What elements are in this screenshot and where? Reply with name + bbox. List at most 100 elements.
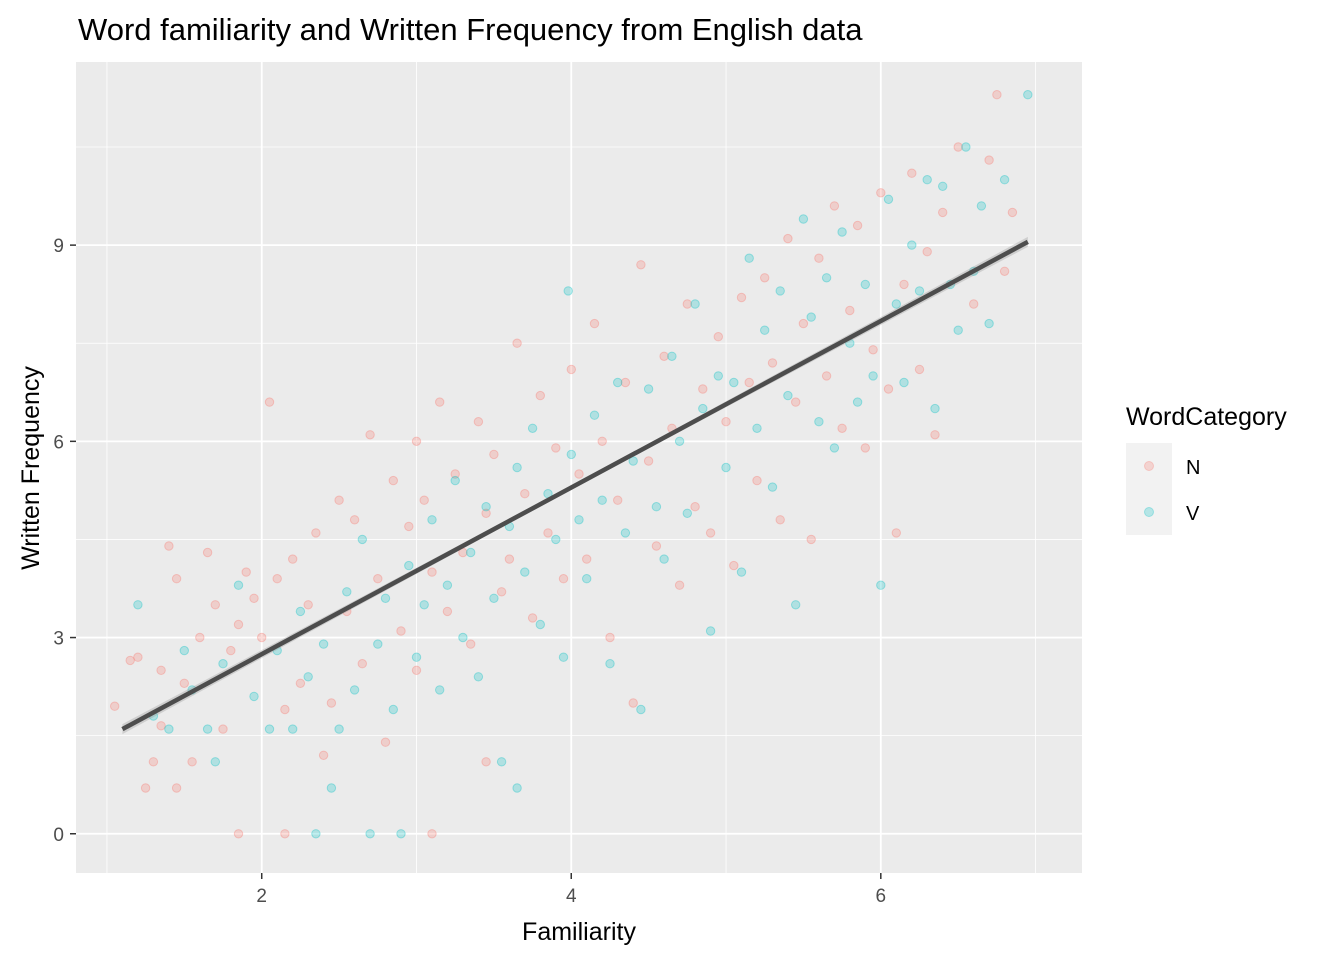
data-point-v: [334, 724, 344, 734]
data-point-n: [713, 332, 723, 342]
legend: WordCategory N V: [1126, 403, 1287, 535]
data-point-n: [427, 567, 437, 577]
data-point-v: [721, 462, 731, 473]
data-point-n: [164, 541, 174, 551]
data-point-n: [396, 626, 406, 636]
data-point-v: [427, 515, 437, 525]
data-point-n: [938, 207, 948, 218]
data-point-v: [613, 377, 623, 388]
data-point-v: [179, 645, 190, 656]
x-tick-label: 2: [256, 886, 267, 907]
data-point-v: [984, 318, 994, 329]
data-point-n: [597, 436, 607, 446]
data-point-v: [698, 403, 708, 414]
data-point-n: [674, 580, 685, 590]
data-point-v: [295, 606, 306, 617]
data-point-n: [659, 351, 669, 361]
data-point-n: [736, 292, 747, 303]
data-point-n: [288, 554, 298, 564]
data-point-n: [574, 469, 584, 479]
data-point-n: [527, 613, 538, 623]
data-point-v: [760, 325, 770, 335]
data-point-n: [953, 142, 963, 152]
data-point-n: [257, 632, 267, 643]
legend-label-n: N: [1186, 457, 1200, 479]
data-point-n: [582, 554, 592, 564]
data-point-v: [388, 704, 398, 715]
data-point-n: [218, 724, 228, 734]
data-point-v: [767, 482, 778, 492]
data-point-v: [249, 691, 259, 702]
data-point-v: [791, 600, 801, 610]
data-point-n: [845, 305, 855, 316]
data-point-n: [760, 273, 770, 283]
data-point-v: [264, 724, 275, 734]
data-point-n: [171, 574, 182, 584]
data-point-v: [899, 377, 909, 388]
data-point-n: [551, 443, 561, 453]
data-point-n: [427, 829, 437, 839]
data-point-v: [558, 652, 569, 662]
data-point-n: [543, 528, 553, 538]
data-point-n: [535, 390, 545, 401]
data-point-n: [798, 318, 809, 329]
data-point-v: [288, 724, 298, 734]
data-point-n: [636, 260, 646, 270]
legend-key-n: [1126, 443, 1172, 489]
data-point-v: [527, 423, 538, 433]
y-tick-label: 6: [53, 432, 64, 453]
data-point-v: [852, 397, 863, 407]
data-point-n: [999, 266, 1010, 276]
y-axis-title: Written Frequency: [17, 366, 45, 570]
data-point-n: [373, 574, 383, 584]
legend-key-v: [1126, 489, 1172, 535]
gridlines: [76, 62, 1082, 873]
data-point-n: [404, 521, 414, 532]
data-point-v: [466, 547, 476, 558]
data-point-n: [435, 397, 445, 407]
data-point-v: [326, 783, 337, 793]
data-point-v: [643, 384, 654, 394]
data-point-v: [744, 253, 754, 263]
data-point-v: [682, 508, 692, 518]
data-point-n: [643, 456, 654, 466]
data-point-n: [814, 253, 824, 263]
data-point-v: [752, 423, 762, 433]
data-point-n: [202, 547, 213, 558]
y-tick-label: 3: [53, 629, 64, 650]
data-point-v: [705, 626, 716, 636]
data-point-n: [690, 502, 700, 512]
data-point-v: [883, 194, 894, 205]
data-point-v: [481, 502, 491, 512]
data-point-n: [558, 574, 569, 584]
data-point-n: [380, 737, 391, 747]
data-point-v: [535, 619, 545, 630]
data-point-v: [620, 528, 631, 538]
data-point-n: [775, 515, 785, 525]
data-point-v: [999, 175, 1010, 185]
data-point-v: [674, 436, 685, 446]
data-point-v: [318, 639, 329, 649]
data-point-n: [860, 443, 870, 453]
data-point-n: [984, 155, 994, 165]
data-point-n: [589, 318, 600, 329]
data-point-v: [396, 829, 406, 839]
data-point-n: [195, 632, 205, 643]
data-point-n: [744, 377, 754, 388]
x-tick-label: 4: [566, 886, 577, 907]
data-point-v: [976, 201, 987, 211]
data-point-n: [992, 90, 1002, 100]
data-point-v: [342, 587, 352, 597]
data-point-n: [922, 247, 932, 257]
data-point-n: [442, 606, 453, 617]
data-point-v: [218, 659, 228, 669]
data-point-n: [326, 698, 337, 708]
data-point-n: [481, 508, 491, 518]
data-point-n: [133, 652, 143, 662]
data-point-v: [411, 652, 422, 662]
data-point-n: [249, 593, 259, 603]
data-point-n: [411, 436, 422, 446]
data-point-v: [961, 142, 971, 152]
data-point-v: [303, 672, 313, 682]
data-point-n: [365, 430, 375, 440]
